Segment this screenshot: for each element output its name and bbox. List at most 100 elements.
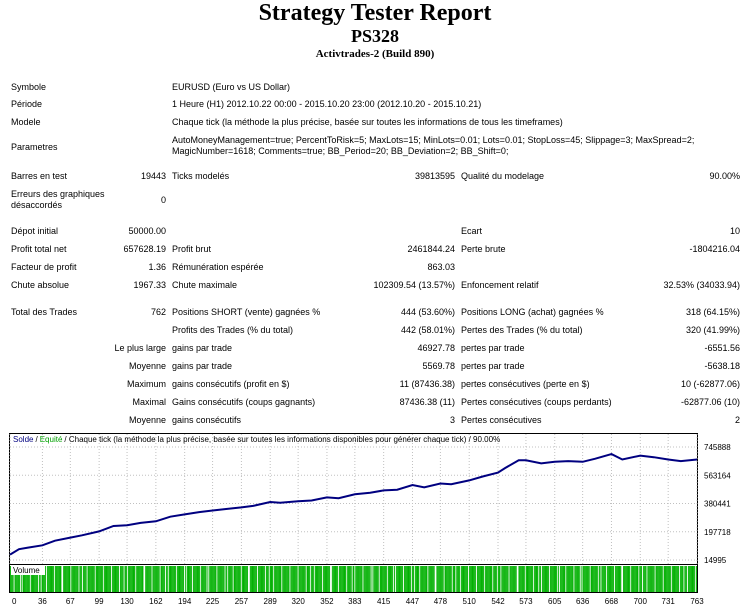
volume-bar [37,566,38,592]
largest-profit-label: gains par trade [172,343,233,353]
volume-bar [656,566,658,592]
volume-bar [343,566,345,592]
volume-bar [293,566,294,592]
volume-bar [303,566,304,592]
volume-bar [31,566,33,592]
largest-profit-value: 46927.78 [417,343,455,353]
volume-bar [658,566,660,592]
volume-bar [448,566,450,592]
volume-bar [69,566,71,592]
volume-bar [477,566,478,592]
volume-bar [87,566,89,592]
volume-bar [348,566,350,592]
volume-bar [182,566,184,592]
volume-bar [623,566,624,592]
volume-bar [499,566,501,592]
volume-bar [28,566,29,592]
volume-bar [535,566,537,592]
volume-bar [108,566,110,592]
volume-bar [479,566,481,592]
volume-bar [454,566,456,592]
spread-label: Ecart [461,226,483,236]
volume-bar [471,566,473,592]
volume-bar [329,566,331,592]
volume-bar [314,566,316,592]
volume-bar [46,566,48,592]
volume-bar [609,566,611,592]
volume-bar [561,566,563,592]
volume-bar [20,566,22,592]
volume-bar [390,566,392,592]
long-positions-label: Positions LONG (achat) gagnées % [461,307,604,317]
volume-bar [213,566,215,592]
volume-bar [341,566,343,592]
volume-bar [649,566,651,592]
volume-bar [685,566,687,592]
volume-bar [44,566,46,592]
volume-bar [243,566,245,592]
volume-bar [387,566,389,592]
volume-bar [431,566,432,592]
volume-bar [510,566,512,592]
volume-bar [26,566,28,592]
volume-bar [141,566,143,592]
volume-bar [490,566,492,592]
volume-bar [56,566,58,592]
volume-bar [269,566,271,592]
x-tick-label: 605 [548,597,562,606]
volume-bar [491,566,493,592]
x-tick-label: 67 [66,597,75,606]
volume-bar [233,566,235,592]
volume-bar [684,566,686,592]
volume-bar [381,566,383,592]
volume-bar [16,566,18,592]
volume-bar [363,566,365,592]
volume-bar [52,566,54,592]
volume-bar [344,566,346,592]
volume-bar [255,566,257,592]
payoff-value: 863.03 [427,262,455,272]
volume-bar [12,566,14,592]
short-positions-label: Positions SHORT (vente) gagnées % [172,307,321,317]
volume-bar [636,566,638,592]
volume-bar [437,566,439,592]
volume-bar [598,566,600,592]
x-tick-label: 352 [320,597,334,606]
volume-bar [575,566,577,592]
volume-bar [105,566,107,592]
volume-bar [536,566,538,592]
volume-bar [534,566,536,592]
x-tick-label: 0 [12,597,17,606]
volume-bar [294,566,296,592]
volume-bar [374,566,376,592]
volume-bar [365,566,367,592]
gross-loss-label: Perte brute [461,244,506,254]
volume-bar [34,566,36,592]
volume-bar [612,566,614,592]
volume-bar [542,566,544,592]
volume-bar [550,566,551,592]
volume-bar [317,566,319,592]
volume-bar [312,566,314,592]
volume-bar [627,566,629,592]
volume-bar [543,566,545,592]
volume-bar [522,566,523,592]
volume-bar [671,566,673,592]
volume-bar [48,566,50,592]
volume-bar [89,566,91,592]
volume-bar [373,566,375,592]
volume-bar [76,566,78,592]
volume-bar [194,566,196,592]
volume-bar [100,566,102,592]
volume-bar [266,566,268,592]
volume-bar [422,566,424,592]
volume-bar [264,566,266,592]
volume-bar [613,566,615,592]
volume-bar [523,566,524,592]
volume-bar [247,566,249,592]
volume-bar [528,566,530,592]
volume-bar [559,566,561,592]
volume-bar [198,566,200,592]
volume-bar [209,566,211,592]
volume-bar [110,566,111,592]
